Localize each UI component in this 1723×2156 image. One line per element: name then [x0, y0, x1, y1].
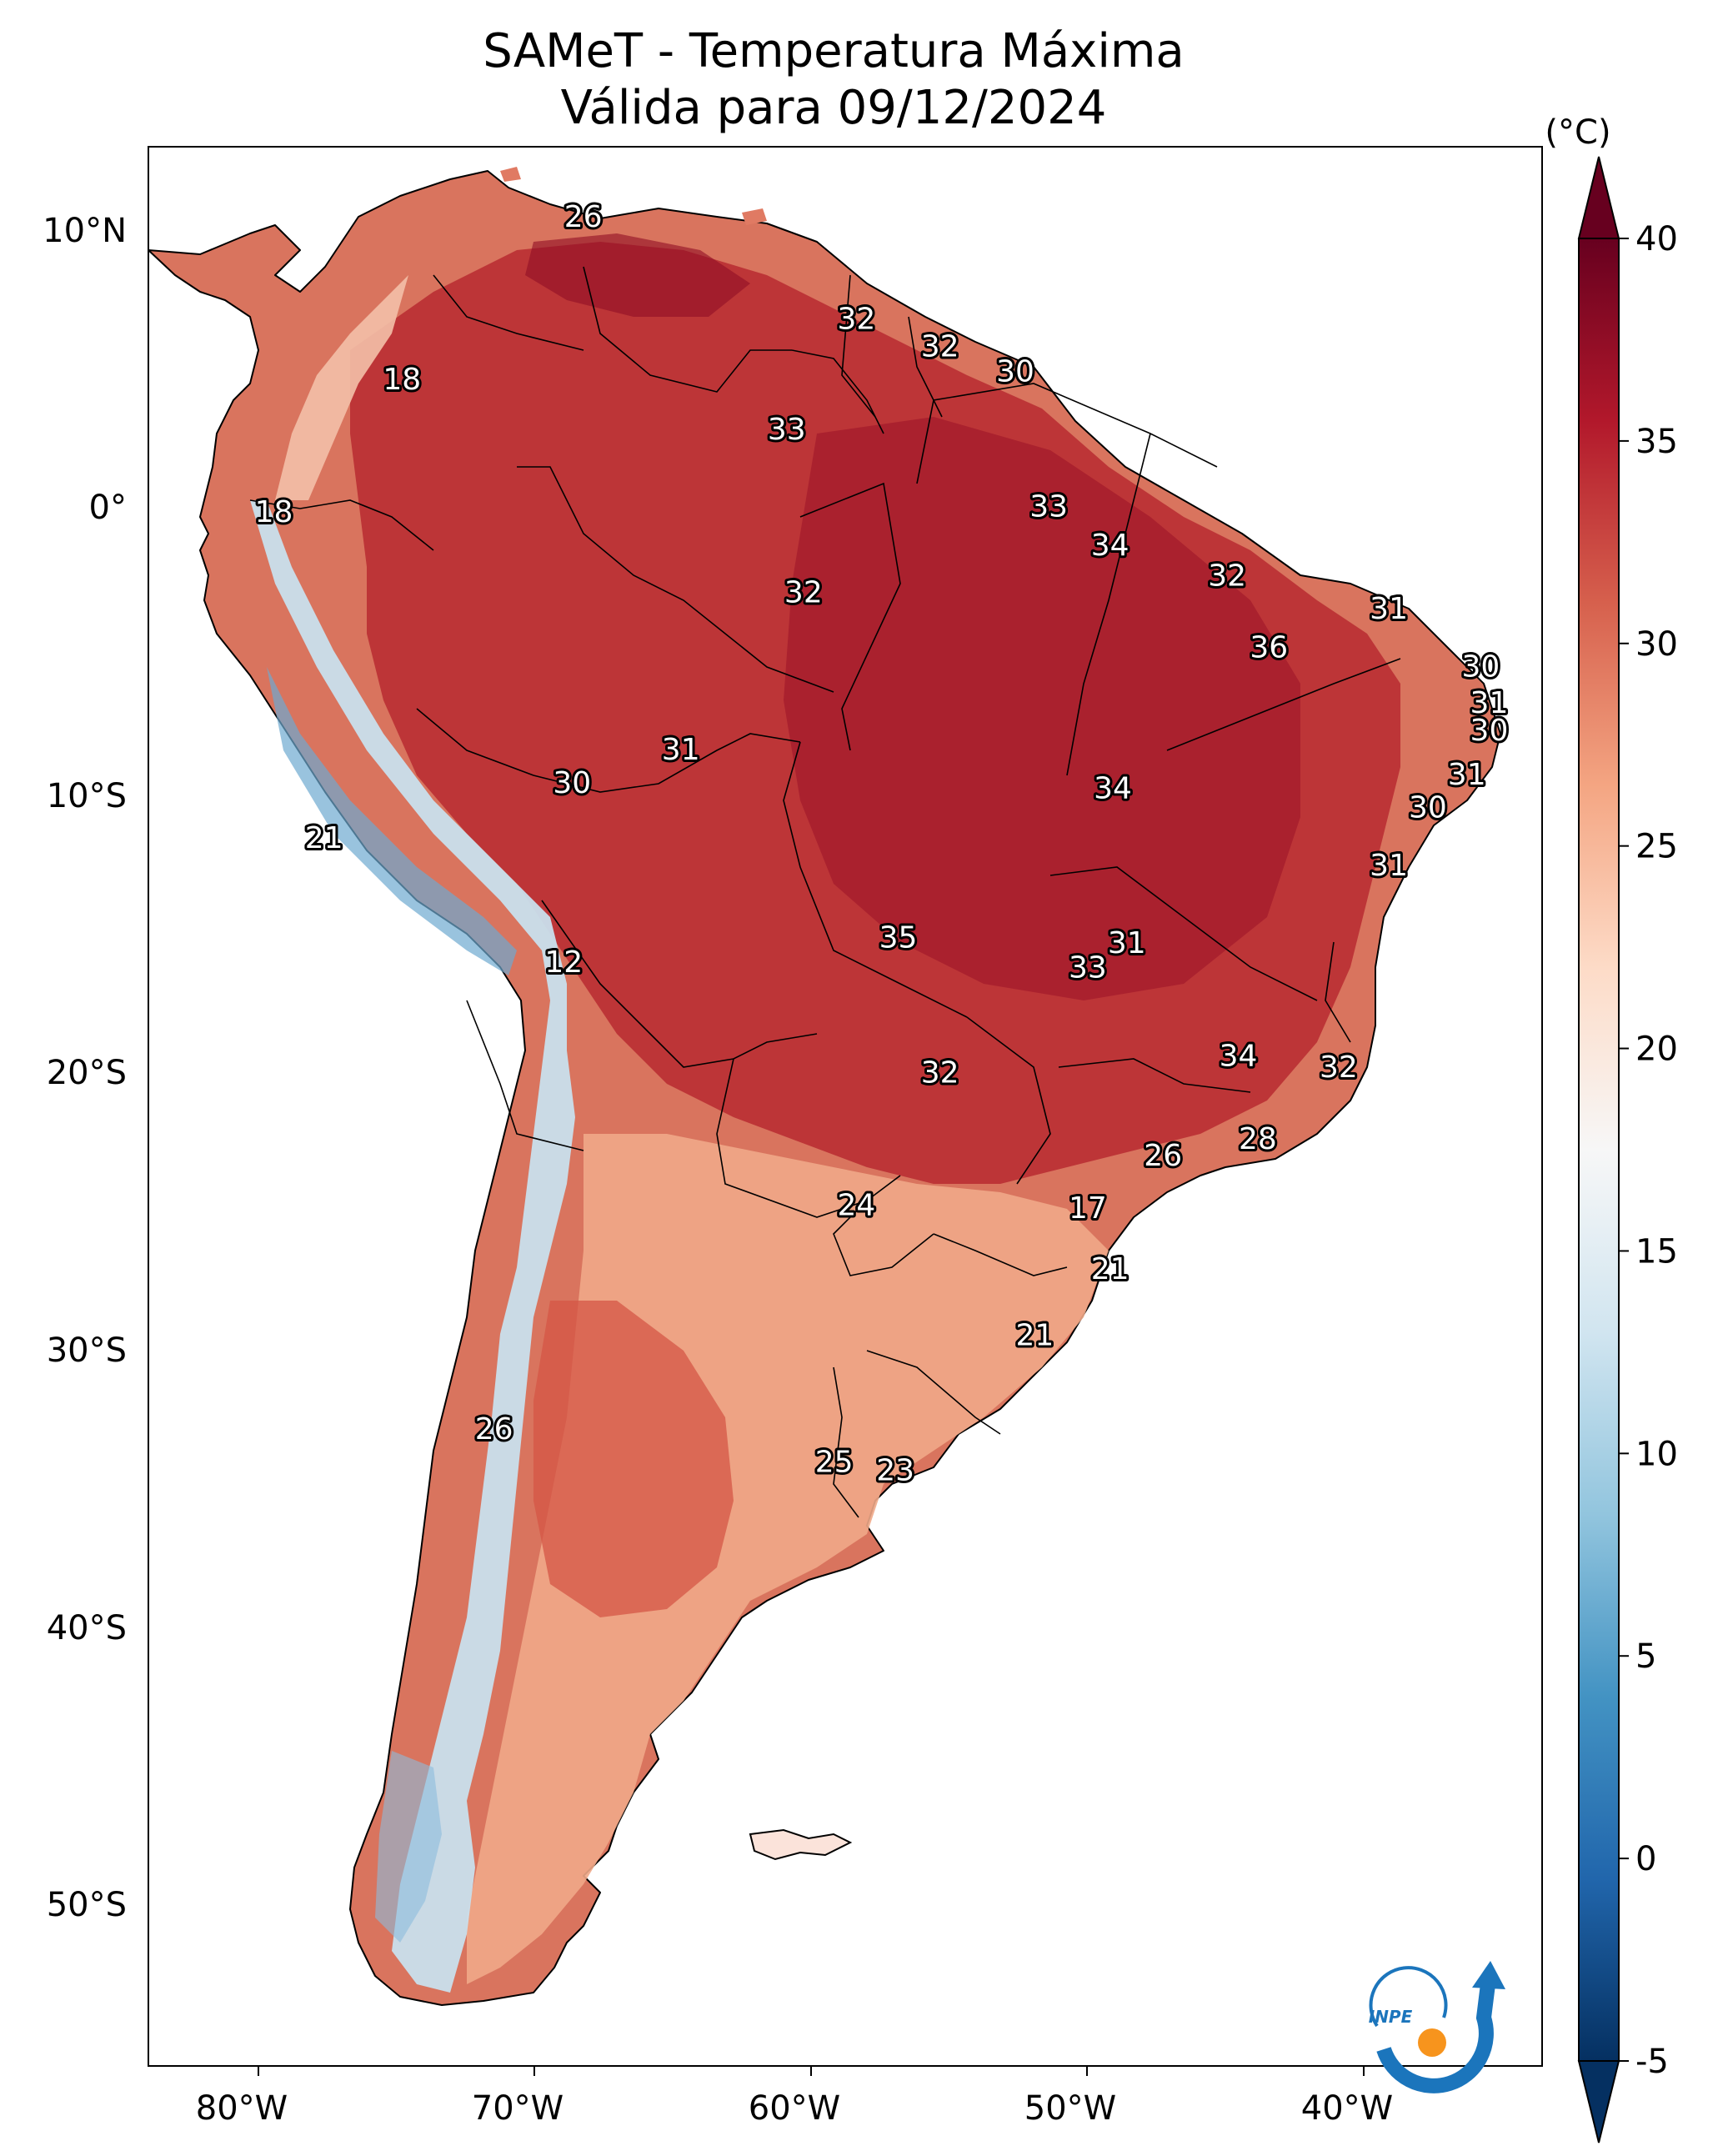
lon-tick-label: 40°W [1301, 2089, 1393, 2128]
falkland-islands [749, 1828, 853, 1861]
station-value-label: 33 [768, 413, 806, 447]
inpe-logo-orbit [1369, 1966, 1448, 2028]
inpe-logo-dot [1418, 2028, 1446, 2057]
colorbar-tick-label: 20 [1635, 1030, 1678, 1069]
lat-tick-label: 10°N [43, 212, 127, 250]
station-value-label: 36 [1250, 631, 1288, 665]
station-value-label: 17 [1069, 1191, 1107, 1226]
station-value-label: 30 [1470, 714, 1509, 748]
station-value-label: 23 [876, 1454, 914, 1488]
map-title-line2: Válida para 09/12/2024 [561, 81, 1107, 135]
station-value-label: 32 [1208, 559, 1246, 593]
lon-tick-label: 50°W [1024, 2089, 1116, 2128]
map-title-line1: SAMeT - Temperatura Máxima [483, 24, 1185, 78]
station-value-label: 30 [1409, 791, 1447, 825]
inpe-logo-swoosh [1376, 1983, 1495, 2093]
argentina-warm-core [533, 1301, 734, 1617]
station-value-label: 33 [1029, 490, 1068, 524]
station-value-label: 18 [255, 495, 293, 529]
colorbar-tick-label: -5 [1635, 2043, 1669, 2081]
colorbar-top-extend [1577, 156, 1620, 239]
colorbar-tick-label: 5 [1635, 1637, 1656, 1676]
colorbar-tick-label: 15 [1635, 1232, 1678, 1271]
inpe-logo-text: INPE [1369, 2007, 1413, 2027]
station-value-label: 30 [553, 766, 591, 800]
station-value-label: 30 [996, 354, 1034, 389]
station-value-label: 21 [305, 821, 343, 855]
colorbar-tick-label: 35 [1635, 423, 1678, 461]
northern-hot-core [525, 233, 750, 317]
station-value-label: 31 [1108, 926, 1146, 960]
station-value-label: 30 [1462, 650, 1500, 684]
station-value-label: 31 [662, 733, 700, 767]
station-value-label: 34 [1094, 771, 1132, 805]
lat-tick-label: 40°S [47, 1609, 127, 1647]
station-value-label: 31 [1370, 849, 1408, 883]
lat-tick-label: 0° [89, 489, 127, 527]
lon-tick-label: 80°W [196, 2089, 288, 2128]
colorbar-tick-label: 0 [1635, 1840, 1656, 1878]
lon-tick-label: 60°W [749, 2089, 840, 2128]
andes-coldest-strip [267, 667, 517, 975]
station-value-label: 24 [837, 1189, 875, 1223]
station-value-label: 21 [1091, 1252, 1129, 1286]
colorbar: (°C) 40 35 30 25 20 15 10 5 0 -5 [1545, 113, 1678, 2143]
colorbar-tick-label: 40 [1635, 220, 1678, 258]
station-value-label: 26 [475, 1412, 513, 1447]
station-value-label: 35 [879, 920, 918, 955]
station-value-label: 34 [1091, 529, 1129, 563]
lat-tick-label: 20°S [47, 1054, 127, 1092]
map-frame [148, 146, 1543, 2067]
hottest-core [784, 417, 1300, 1000]
colorbar-body [1578, 238, 1620, 2062]
station-value-label: 32 [837, 302, 875, 336]
colorbar-tick-label: 30 [1635, 625, 1678, 664]
station-value-label: 18 [383, 363, 421, 397]
station-value-label: 32 [1320, 1050, 1358, 1085]
colombia-andes-cool [275, 275, 408, 500]
station-value-label: 31 [1370, 592, 1408, 626]
inpe-logo-arrow-head [1472, 1961, 1505, 1989]
station-value-label: 25 [815, 1446, 854, 1480]
station-value-label: 32 [784, 575, 823, 609]
colorbar-ticks: 40 35 30 25 20 15 10 5 0 -5 [1619, 220, 1678, 2081]
station-value-label: 32 [921, 329, 959, 364]
andes-cold-strip [250, 500, 575, 1993]
patagonia-cold-strip [375, 1751, 442, 1943]
inpe-logo: INPE [1369, 1961, 1505, 2093]
station-value-label: 31 [1448, 758, 1486, 792]
lat-ticks: 10°N 0° 10°S 20°S 30°S 40°S 50°S [43, 212, 127, 1924]
lon-tick-label: 70°W [472, 2089, 563, 2128]
lon-ticks: 80°W 70°W 60°W 50°W 40°W [196, 2066, 1393, 2128]
colorbar-bottom-extend [1577, 2060, 1620, 2143]
station-value-label: 31 [1470, 686, 1509, 720]
country-borders [249, 266, 1401, 1518]
colorbar-tick-label: 25 [1635, 828, 1678, 866]
station-value-label: 26 [1144, 1139, 1182, 1173]
station-value-label: 12 [544, 945, 583, 980]
lat-tick-label: 30°S [47, 1331, 127, 1370]
station-value-label: 34 [1220, 1040, 1258, 1074]
colorbar-tick-label: 10 [1635, 1435, 1678, 1473]
station-value-label: 28 [1239, 1122, 1277, 1156]
lat-tick-label: 10°S [47, 777, 127, 815]
station-value-label: 32 [921, 1056, 959, 1091]
lat-tick-label: 50°S [47, 1886, 127, 1924]
station-value-label: 33 [1069, 951, 1107, 985]
station-value-label: 26 [564, 200, 603, 234]
station-value-label: 21 [1015, 1318, 1054, 1352]
map-area [148, 167, 1501, 2006]
colorbar-unit-label: (°C) [1545, 113, 1610, 152]
